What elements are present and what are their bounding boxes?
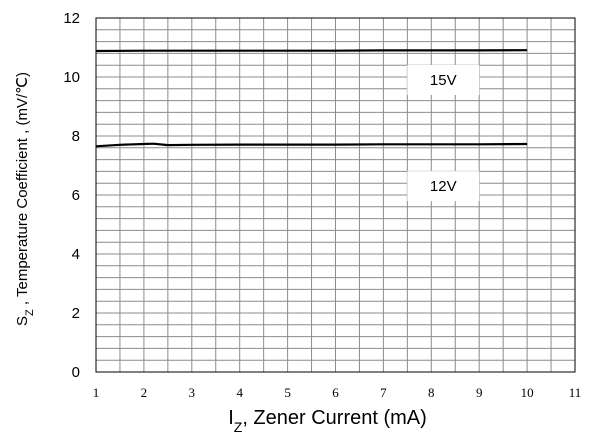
x-tick-label: 9 — [476, 385, 483, 400]
x-tick-label: 5 — [284, 385, 291, 400]
y-axis-label-rest: , Temperature Coefficient , (mV/℃) — [14, 72, 31, 309]
y-tick-label: 12 — [63, 10, 80, 27]
y-tick-label: 2 — [72, 305, 80, 322]
x-tick-label: 2 — [141, 385, 148, 400]
x-axis-label-main: I — [228, 407, 234, 429]
x-tick-label: 8 — [428, 385, 435, 400]
x-axis-label-sub: Z — [234, 419, 243, 435]
plot-frame — [95, 17, 576, 373]
y-axis-label-main: S — [14, 316, 31, 326]
series-line-15v — [95, 49, 528, 53]
y-tick-label: 0 — [72, 364, 80, 381]
annotation-background — [407, 171, 480, 202]
x-tick-label: 3 — [189, 385, 196, 400]
x-tick-label: 11 — [569, 385, 582, 400]
annotation-label: 15V — [430, 72, 457, 89]
grid — [96, 18, 575, 372]
x-tick-label: 1 — [93, 385, 100, 400]
y-axis-label-sub: Z — [24, 309, 36, 316]
x-tick-label: 10 — [521, 385, 534, 400]
annotation-label: 12V — [430, 178, 457, 195]
y-axis-label: SZ , Temperature Coefficient , (mV/℃) — [14, 72, 36, 326]
annotation-background — [407, 64, 480, 95]
x-tick-label: 7 — [380, 385, 387, 400]
series-layer — [95, 49, 528, 148]
x-tick-label: 6 — [332, 385, 339, 400]
y-tick-label: 4 — [72, 246, 80, 263]
y-tick-label: 8 — [72, 128, 80, 145]
y-tick-label: 6 — [72, 187, 80, 204]
x-axis-label: IZ, Zener Current (mA) — [228, 407, 427, 435]
x-tick-label: 4 — [236, 385, 243, 400]
series-line-12v — [95, 142, 528, 148]
x-axis-label-rest: , Zener Current (mA) — [242, 407, 426, 429]
y-tick-label: 10 — [63, 69, 80, 86]
annotation-layer: 15V 12V — [407, 64, 480, 202]
